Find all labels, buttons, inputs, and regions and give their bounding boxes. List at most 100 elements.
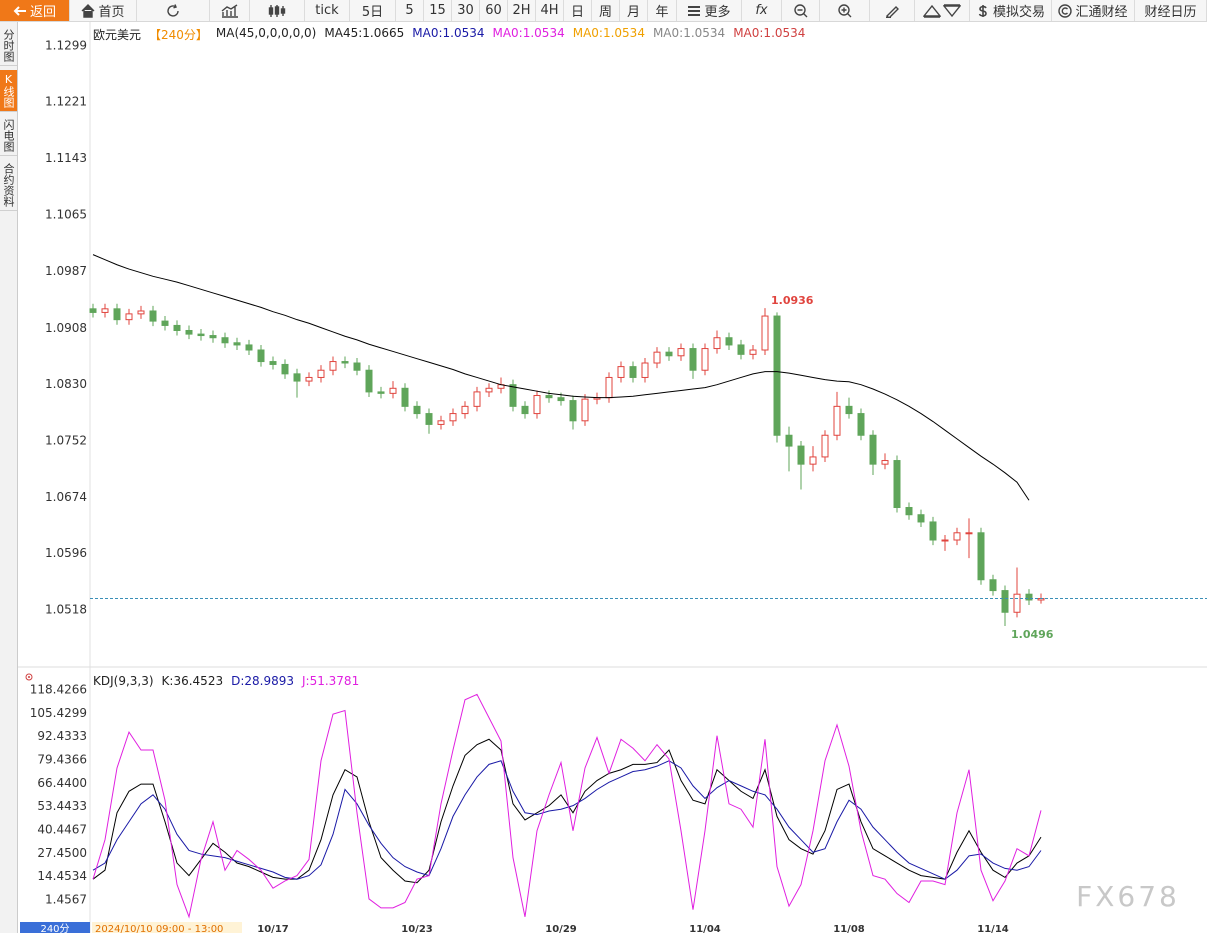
candle-body	[293, 373, 301, 382]
y-tick-label: 1.0674	[45, 490, 87, 504]
max-annotation: 1.0936	[771, 294, 814, 307]
period-badge: 240分	[40, 923, 69, 933]
toolbar-icon	[885, 4, 899, 18]
icon-part	[797, 8, 807, 17]
candle-body	[857, 413, 865, 436]
toolbar-label: 模拟交易	[992, 5, 1045, 20]
toolbar-button[interactable]: tick	[305, 0, 350, 21]
candle-body	[653, 351, 661, 364]
toolbar-button[interactable]	[137, 0, 210, 21]
candle-body	[317, 369, 325, 378]
toolbar-button[interactable]: 5	[396, 0, 424, 21]
candle-body	[1001, 590, 1009, 613]
y-tick-label: 1.1143	[45, 151, 87, 165]
candle-body	[281, 363, 289, 375]
series-line	[92, 738, 1042, 884]
toolbar-label: fx	[755, 3, 768, 18]
toolbar-button[interactable]	[915, 0, 970, 21]
side-tab[interactable]: K线图	[0, 70, 17, 112]
header-item: MA0:1.0534	[492, 26, 565, 40]
toolbar-button[interactable]: 更多	[677, 0, 742, 21]
toolbar-button[interactable]	[820, 0, 870, 21]
toolbar-button[interactable]: 周	[592, 0, 620, 21]
toolbar-button[interactable]: 5日	[350, 0, 396, 21]
toolbar-button[interactable]: 模拟交易	[970, 0, 1052, 21]
toolbar-label: 5	[405, 3, 414, 18]
icon-part	[167, 3, 179, 17]
candle-body	[449, 413, 457, 422]
icon-part	[81, 3, 95, 18]
period-badge-bg	[20, 922, 90, 933]
toolbar-button[interactable]: 年	[648, 0, 677, 21]
candle-body	[413, 405, 421, 415]
toolbar-label: 月	[626, 5, 640, 20]
toolbar-button[interactable]: 财经日历	[1135, 0, 1207, 21]
toolbar-button[interactable]: 首页	[70, 0, 137, 21]
candle-body	[101, 308, 109, 313]
toolbar-button[interactable]: 4H	[536, 0, 564, 21]
candle-body	[1025, 593, 1033, 601]
toolbar-button[interactable]: 60	[480, 0, 508, 21]
candle-body	[473, 391, 481, 407]
toolbar-button[interactable]: fx	[742, 0, 782, 21]
candle-body	[149, 310, 157, 322]
candle-body	[917, 514, 925, 523]
candle-body	[329, 361, 337, 371]
candle-body	[617, 366, 625, 378]
side-tab[interactable]: 分时图	[0, 26, 17, 66]
toolbar-label: tick	[315, 3, 339, 18]
icon-part	[81, 3, 95, 18]
side-tab[interactable]: 闪电图	[0, 116, 17, 156]
candle-body	[665, 351, 673, 357]
series-line	[92, 254, 1030, 501]
candle-body	[989, 579, 997, 592]
candle-body	[677, 348, 685, 357]
toolbar: 返回 首页 tick 5日 5 15 30 60 2H 4H 日周月年 更多 fx 模拟交易 汇通财经 财经日…	[0, 0, 1207, 22]
y-tick-label: 1.0830	[45, 377, 87, 391]
candle-body	[485, 387, 493, 393]
series-line	[92, 760, 1042, 880]
icon-part	[923, 4, 941, 18]
toolbar-icon	[837, 3, 852, 18]
toolbar-button[interactable]	[782, 0, 820, 21]
candle-body	[809, 456, 817, 465]
toolbar-button[interactable]	[250, 0, 305, 21]
toolbar-button[interactable]	[210, 0, 250, 21]
x-tick-label: 10/23	[401, 924, 433, 933]
toolbar-icon	[166, 3, 180, 18]
toolbar-button[interactable]: 15	[424, 0, 452, 21]
x-tick-label: 11/14	[977, 924, 1009, 933]
header-item: MA0:1.0534	[572, 26, 645, 40]
toolbar-button[interactable]: 2H	[508, 0, 536, 21]
icon-part	[841, 7, 851, 17]
icon-part	[978, 4, 987, 17]
candle-body	[869, 434, 877, 465]
candle-body	[125, 313, 133, 321]
candle-body	[353, 362, 361, 371]
toolbar-button[interactable]: 汇通财经	[1052, 0, 1135, 21]
toolbar-button[interactable]: 日	[564, 0, 592, 21]
toolbar-button[interactable]	[870, 0, 915, 21]
icon-part	[886, 5, 899, 18]
candle-body	[701, 348, 709, 371]
candle-body	[569, 400, 577, 422]
watermark: FX678	[1076, 880, 1180, 913]
y-tick-label: 1.0908	[45, 321, 87, 335]
side-tab[interactable]: 合约资料	[0, 160, 17, 211]
candle-body	[425, 413, 433, 425]
candle-body	[365, 369, 373, 393]
toolbar-icon	[1058, 3, 1073, 18]
icon-part	[268, 4, 286, 17]
toolbar-icon	[793, 3, 808, 18]
toolbar-button[interactable]: 月	[620, 0, 648, 21]
toolbar-button[interactable]: 返回	[0, 0, 70, 21]
toolbar-icon	[81, 3, 95, 18]
indicator-settings-icon[interactable]	[25, 673, 33, 681]
y-tick-label: 105.4299	[30, 706, 87, 720]
candle-body	[797, 445, 805, 465]
y-tick-label: 1.1299	[45, 38, 87, 52]
header-item: J:51.3781	[302, 674, 360, 688]
candle-body	[161, 320, 169, 326]
toolbar-button[interactable]: 30	[452, 0, 480, 21]
